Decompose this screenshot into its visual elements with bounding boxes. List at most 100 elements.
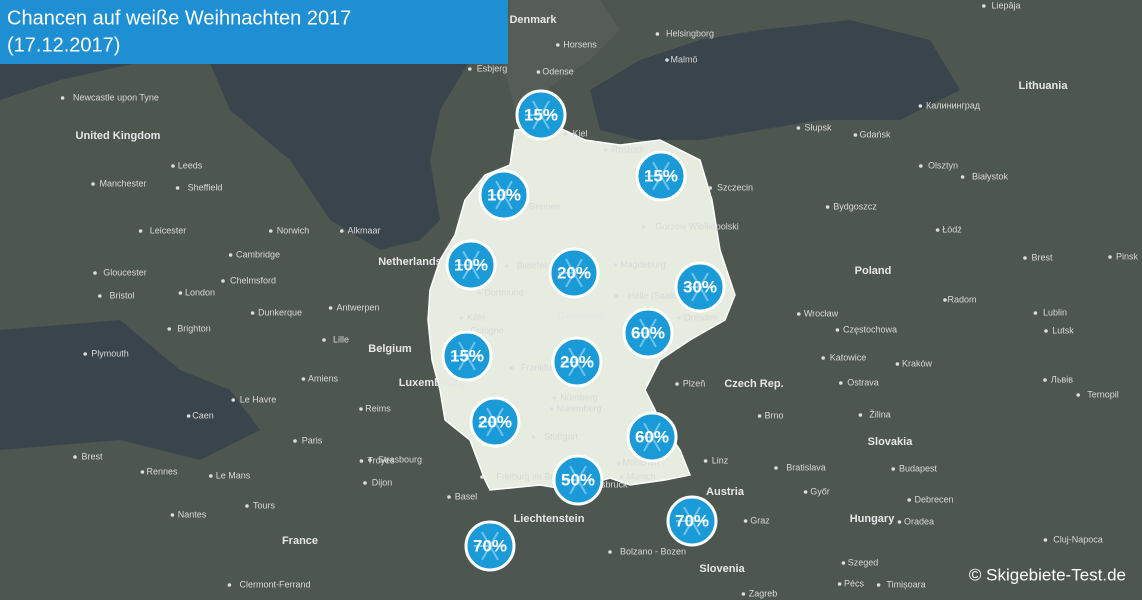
snowflake <box>486 407 504 437</box>
city-dot <box>675 382 679 386</box>
city-label: Manchester <box>99 178 146 188</box>
city-label: Częstochowa <box>843 324 897 334</box>
city-dot <box>897 520 902 524</box>
city-label: Dijon <box>372 477 393 487</box>
city-dot <box>839 381 843 385</box>
city-label: Gdańsk <box>859 129 891 139</box>
city-dot <box>368 458 372 462</box>
snowflake <box>481 531 499 561</box>
city-dot <box>556 43 560 47</box>
city-label: Helsingborg <box>666 28 714 38</box>
city-dot <box>891 467 895 471</box>
city-dot <box>359 459 364 463</box>
city-label: Nuremberg <box>556 403 601 413</box>
city-label: Amiens <box>308 373 339 383</box>
city-label: Leicester <box>150 225 187 235</box>
country-label: Germany <box>557 310 606 322</box>
badge-label: 20% <box>478 412 512 431</box>
city-dot <box>608 550 612 554</box>
badge-label: 60% <box>631 323 665 342</box>
snowflake <box>462 250 480 280</box>
city-label: Pinsk <box>1116 251 1139 261</box>
city-label: Caen <box>192 410 214 420</box>
city-label: Rennes <box>146 466 178 476</box>
city-label: Калининград <box>926 100 981 110</box>
city-label: Chelmsford <box>230 275 276 285</box>
city-label: Innsbruck <box>588 479 628 489</box>
snowflake <box>495 180 513 210</box>
city-dot <box>60 96 65 100</box>
city-dot <box>359 407 363 411</box>
city-dot <box>655 32 660 36</box>
city-dot <box>841 561 846 565</box>
country-label: United Kingdom <box>76 130 161 142</box>
city-label: Newcastle upon Tyne <box>73 92 159 102</box>
city-dot <box>536 70 541 74</box>
city-label: München <box>622 457 659 467</box>
snowflake <box>569 465 587 495</box>
city-dot <box>245 504 249 508</box>
badge-label: 20% <box>557 263 591 282</box>
city-label: Dunkerque <box>258 307 302 317</box>
city-label: Szeged <box>848 557 879 567</box>
snowflake <box>565 258 583 288</box>
country-label: Austria <box>706 486 745 498</box>
city-label: Bolzano - Bozen <box>620 546 686 556</box>
city-label: Wrocław <box>804 308 839 318</box>
city-dot <box>619 475 624 479</box>
city-dot <box>617 461 621 465</box>
city-label: Halle (Saale) <box>628 290 680 300</box>
city-label: Ternopil <box>1087 389 1119 399</box>
city-label: Odense <box>542 66 574 76</box>
city-label: Oradea <box>904 516 934 526</box>
baltic-sea <box>590 20 960 140</box>
city-label: Lille <box>333 334 349 344</box>
city-dot <box>363 481 367 485</box>
city-label: Brest <box>1031 252 1053 262</box>
city-dot <box>677 316 681 320</box>
city-dot <box>221 279 225 283</box>
snowflake <box>458 341 476 371</box>
city-dot <box>919 164 923 168</box>
city-label: Reims <box>365 403 391 413</box>
country-label: Belgium <box>368 343 412 355</box>
city-dot <box>227 583 232 587</box>
city-label: Köln <box>467 312 485 322</box>
city-dot <box>178 291 183 295</box>
city-dot <box>613 263 618 267</box>
city-dot <box>91 182 95 186</box>
city-dot <box>982 4 986 8</box>
city-label: Nürnberg <box>560 392 598 402</box>
city-dot <box>797 312 801 316</box>
city-dot <box>167 327 171 331</box>
city-label: Győr <box>810 486 830 496</box>
city-label: Cambridge <box>236 249 280 259</box>
city-label: Szczecin <box>717 182 753 192</box>
city-label: London <box>185 287 215 297</box>
snowflake <box>639 318 657 348</box>
denmark <box>505 0 620 110</box>
city-dot <box>757 414 762 418</box>
city-label: Le Mans <box>216 470 251 480</box>
city-dot <box>140 470 145 474</box>
city-dot <box>531 435 536 439</box>
city-dot <box>340 229 344 233</box>
city-label: Słupsk <box>804 122 832 132</box>
city-label: Horsens <box>563 39 597 49</box>
city-label: Le Havre <box>240 394 277 404</box>
city-label: Bielefeld <box>517 260 552 270</box>
city-dot <box>477 291 482 295</box>
city-label: Graz <box>750 515 770 525</box>
city-dot <box>960 175 965 179</box>
badge-label: 20% <box>560 352 594 371</box>
city-label: Kiel <box>572 128 587 138</box>
city-dot <box>228 253 233 257</box>
country-label: France <box>282 535 318 547</box>
city-label: Antwerpen <box>336 302 379 312</box>
city-label: Katowice <box>830 352 867 362</box>
city-label: Ostrava <box>847 377 879 387</box>
city-dot <box>918 104 923 108</box>
city-dot <box>853 133 858 137</box>
country-label: Hungary <box>850 513 896 525</box>
badge-label: 50% <box>561 470 595 489</box>
